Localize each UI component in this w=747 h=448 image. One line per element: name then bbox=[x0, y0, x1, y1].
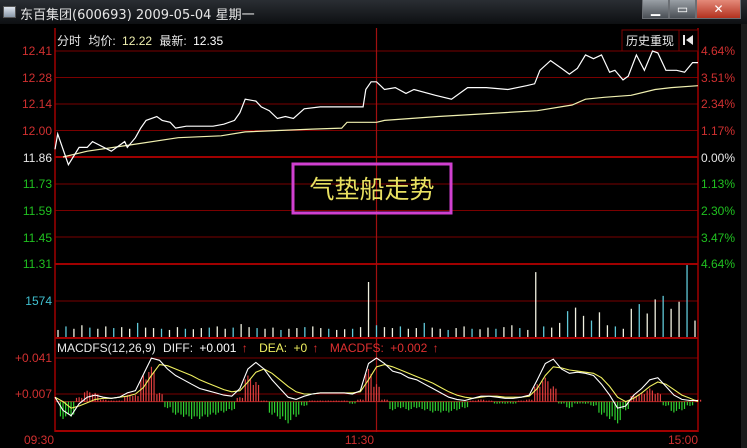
mode-label: 分时 bbox=[57, 34, 81, 48]
dea-label: DEA: bbox=[259, 341, 287, 355]
diff-value: +0.001 bbox=[199, 341, 236, 355]
latest-value: 12.35 bbox=[193, 34, 223, 48]
percent-tick: 4.64% bbox=[701, 44, 735, 58]
app-icon bbox=[3, 6, 16, 18]
minimize-icon: ▁ bbox=[650, 2, 661, 16]
price-line bbox=[54, 50, 698, 167]
percent-tick: 0.00% bbox=[701, 151, 735, 165]
maximize-button[interactable]: ▭ bbox=[669, 0, 696, 19]
price-tick: 11.86 bbox=[23, 151, 52, 165]
macdfs-label: MACDFS: bbox=[330, 341, 384, 355]
price-tick: 12.41 bbox=[22, 44, 52, 58]
macdfs-value: +0.002 bbox=[390, 341, 427, 355]
avg-value: 12.22 bbox=[122, 34, 152, 48]
maximize-icon: ▭ bbox=[676, 2, 689, 16]
price-header: 分时 均价: 12.22 最新: 12.35 bbox=[57, 33, 223, 48]
diff-label: DIFF: bbox=[163, 341, 193, 355]
percent-tick: 4.64% bbox=[701, 257, 735, 271]
percent-tick: 2.34% bbox=[701, 97, 735, 111]
axis-labels: 12.41 12.28 12.14 12.00 11.86 11.73 11.5… bbox=[15, 44, 735, 447]
dea-value: +0 bbox=[293, 341, 307, 355]
price-tick: 11.73 bbox=[23, 177, 52, 191]
percent-tick: 2.30% bbox=[701, 204, 735, 218]
svg-text:分时 均价: 12.22: 分时 均价: 12.22 最新: 12.35 bbox=[57, 33, 223, 48]
percent-tick: 3.51% bbox=[701, 71, 735, 85]
price-tick: 11.59 bbox=[23, 204, 52, 218]
svg-text:MACDFS(12,26,9) DIFF:: MACDFS(12,26,9) DIFF: +0.001 ↑ DEA: +0 ↑… bbox=[57, 341, 439, 355]
percent-tick: 1.17% bbox=[701, 124, 735, 138]
percent-tick: 1.13% bbox=[701, 177, 735, 191]
time-tick: 09:30 bbox=[24, 433, 54, 447]
arrow-up-icon: ↑ bbox=[242, 341, 248, 355]
history-replay-button[interactable]: 历史重现 bbox=[621, 29, 699, 52]
time-tick: 15:00 bbox=[668, 433, 698, 447]
macd-title: MACDFS(12,26,9) bbox=[57, 341, 156, 355]
arrow-up-icon: ↑ bbox=[313, 341, 319, 355]
price-tick: 11.45 bbox=[23, 231, 52, 245]
price-tick: 12.14 bbox=[22, 97, 52, 111]
close-icon: ✕ bbox=[713, 2, 724, 16]
latest-label: 最新: bbox=[159, 33, 186, 48]
macd-tick: +0.007 bbox=[15, 387, 52, 401]
avg-label: 均价: bbox=[88, 34, 115, 48]
volume-tick: 1574 bbox=[25, 294, 52, 308]
dea-line bbox=[54, 364, 699, 409]
history-replay-label: 历史重现 bbox=[626, 34, 674, 48]
annotation-text: 气垫船走势 bbox=[309, 176, 434, 204]
price-tick: 11.31 bbox=[23, 257, 52, 271]
volume-bars bbox=[57, 265, 696, 337]
close-button[interactable]: ✕ bbox=[696, 0, 741, 19]
diff-line bbox=[54, 357, 698, 417]
window-title: 东百集团(600693) 2009-05-04 星期一 bbox=[20, 8, 255, 23]
minimize-button[interactable]: ▁ bbox=[642, 0, 669, 19]
arrow-up-icon: ↑ bbox=[433, 341, 439, 355]
average-price-line bbox=[62, 85, 699, 158]
macd-tick: +0.041 bbox=[15, 351, 52, 365]
price-tick: 12.00 bbox=[22, 124, 52, 138]
window-border bbox=[741, 24, 747, 448]
percent-tick: 3.47% bbox=[701, 231, 735, 245]
annotation-box: 气垫船走势 bbox=[291, 162, 453, 215]
price-tick: 12.28 bbox=[22, 71, 52, 85]
time-tick: 11:30 bbox=[345, 433, 374, 447]
title-bar: 东百集团(600693) 2009-05-04 星期一 ▁ ▭ ✕ bbox=[0, 0, 747, 24]
macd-legend: MACDFS(12,26,9) DIFF: +0.001 ↑ DEA: +0 ↑… bbox=[57, 341, 439, 355]
skip-back-icon bbox=[683, 35, 693, 45]
